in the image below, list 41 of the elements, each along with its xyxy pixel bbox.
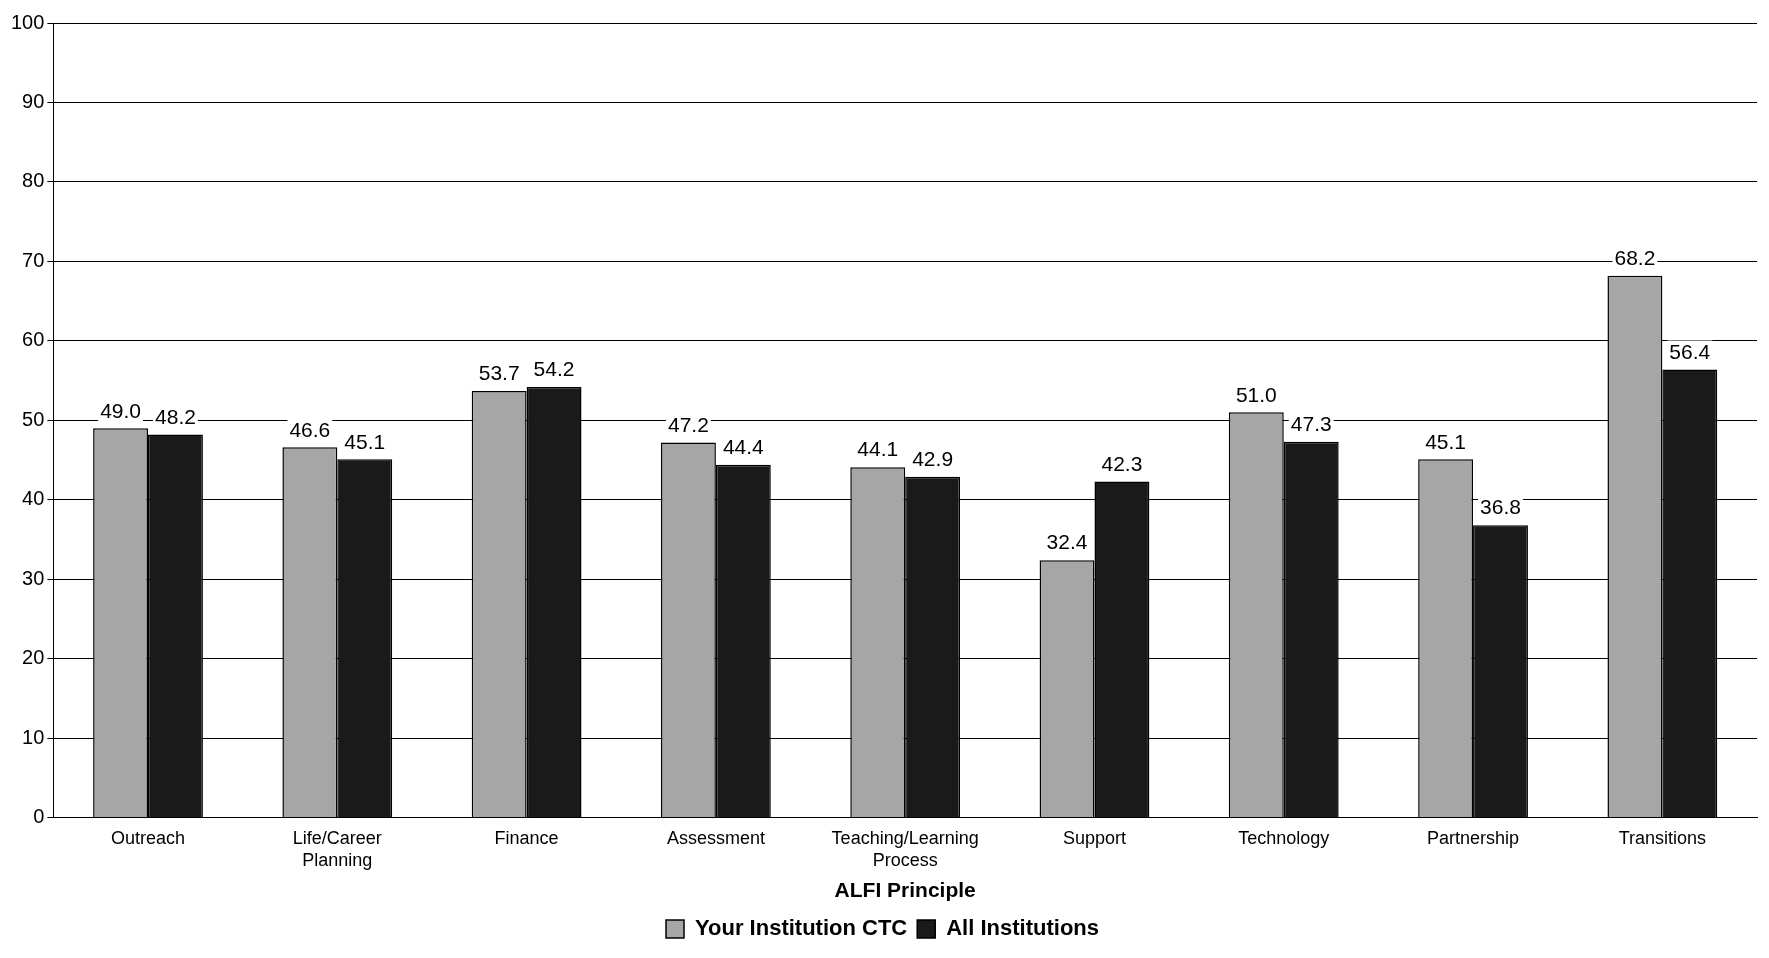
x-tick-label: Life/Career Planning xyxy=(292,828,382,870)
legend-label: Your Institution CTC xyxy=(695,915,908,941)
y-tick-label: 20 xyxy=(22,646,45,669)
y-tick-label: 100 xyxy=(10,10,45,33)
x-tick-label: Finance xyxy=(494,828,559,849)
y-tick-label: 90 xyxy=(22,89,45,112)
y-tick-label: 10 xyxy=(22,725,45,748)
y-tick-label: 30 xyxy=(22,566,45,589)
x-tick-label: Transitions xyxy=(1618,828,1707,849)
x-tick-label: Teaching/Learning Process xyxy=(831,828,979,870)
x-tick-label: Outreach xyxy=(110,828,186,849)
data-label: 44.4 xyxy=(722,435,765,459)
data-label: 47.3 xyxy=(1290,412,1332,436)
x-tick-label: Partnership xyxy=(1427,828,1520,849)
data-label: 45.1 xyxy=(1425,429,1467,453)
data-label: 49.0 xyxy=(100,398,142,422)
y-tick-label: 60 xyxy=(22,328,45,351)
y-tick-label: 80 xyxy=(22,169,45,192)
x-axis-title: ALFI Principle xyxy=(834,878,976,902)
data-label: 47.2 xyxy=(668,412,709,436)
data-label: 46.6 xyxy=(289,417,331,441)
data-label: 32.4 xyxy=(1046,530,1088,554)
data-label: 48.2 xyxy=(155,404,196,428)
y-tick-label: 70 xyxy=(22,248,45,271)
data-label: 54.2 xyxy=(533,357,575,381)
y-tick-label: 50 xyxy=(22,407,45,430)
data-label: 36.8 xyxy=(1480,495,1521,519)
x-tick-label: Support xyxy=(1062,828,1126,849)
data-label: 45.1 xyxy=(344,429,386,453)
data-label: 42.9 xyxy=(912,447,954,471)
data-label: 42.3 xyxy=(1101,451,1143,475)
x-tick-label: Assessment xyxy=(666,828,765,849)
legend-label: All Institutions xyxy=(946,915,1099,941)
data-label: 53.7 xyxy=(478,361,520,385)
data-label: 44.1 xyxy=(857,437,899,461)
y-tick-label: 0 xyxy=(33,805,45,828)
data-label: 68.2 xyxy=(1614,245,1656,269)
x-tick-label: Technology xyxy=(1238,828,1330,849)
data-label: 56.4 xyxy=(1669,339,1711,363)
y-tick-label: 40 xyxy=(22,487,45,510)
data-label: 51.0 xyxy=(1235,382,1277,406)
